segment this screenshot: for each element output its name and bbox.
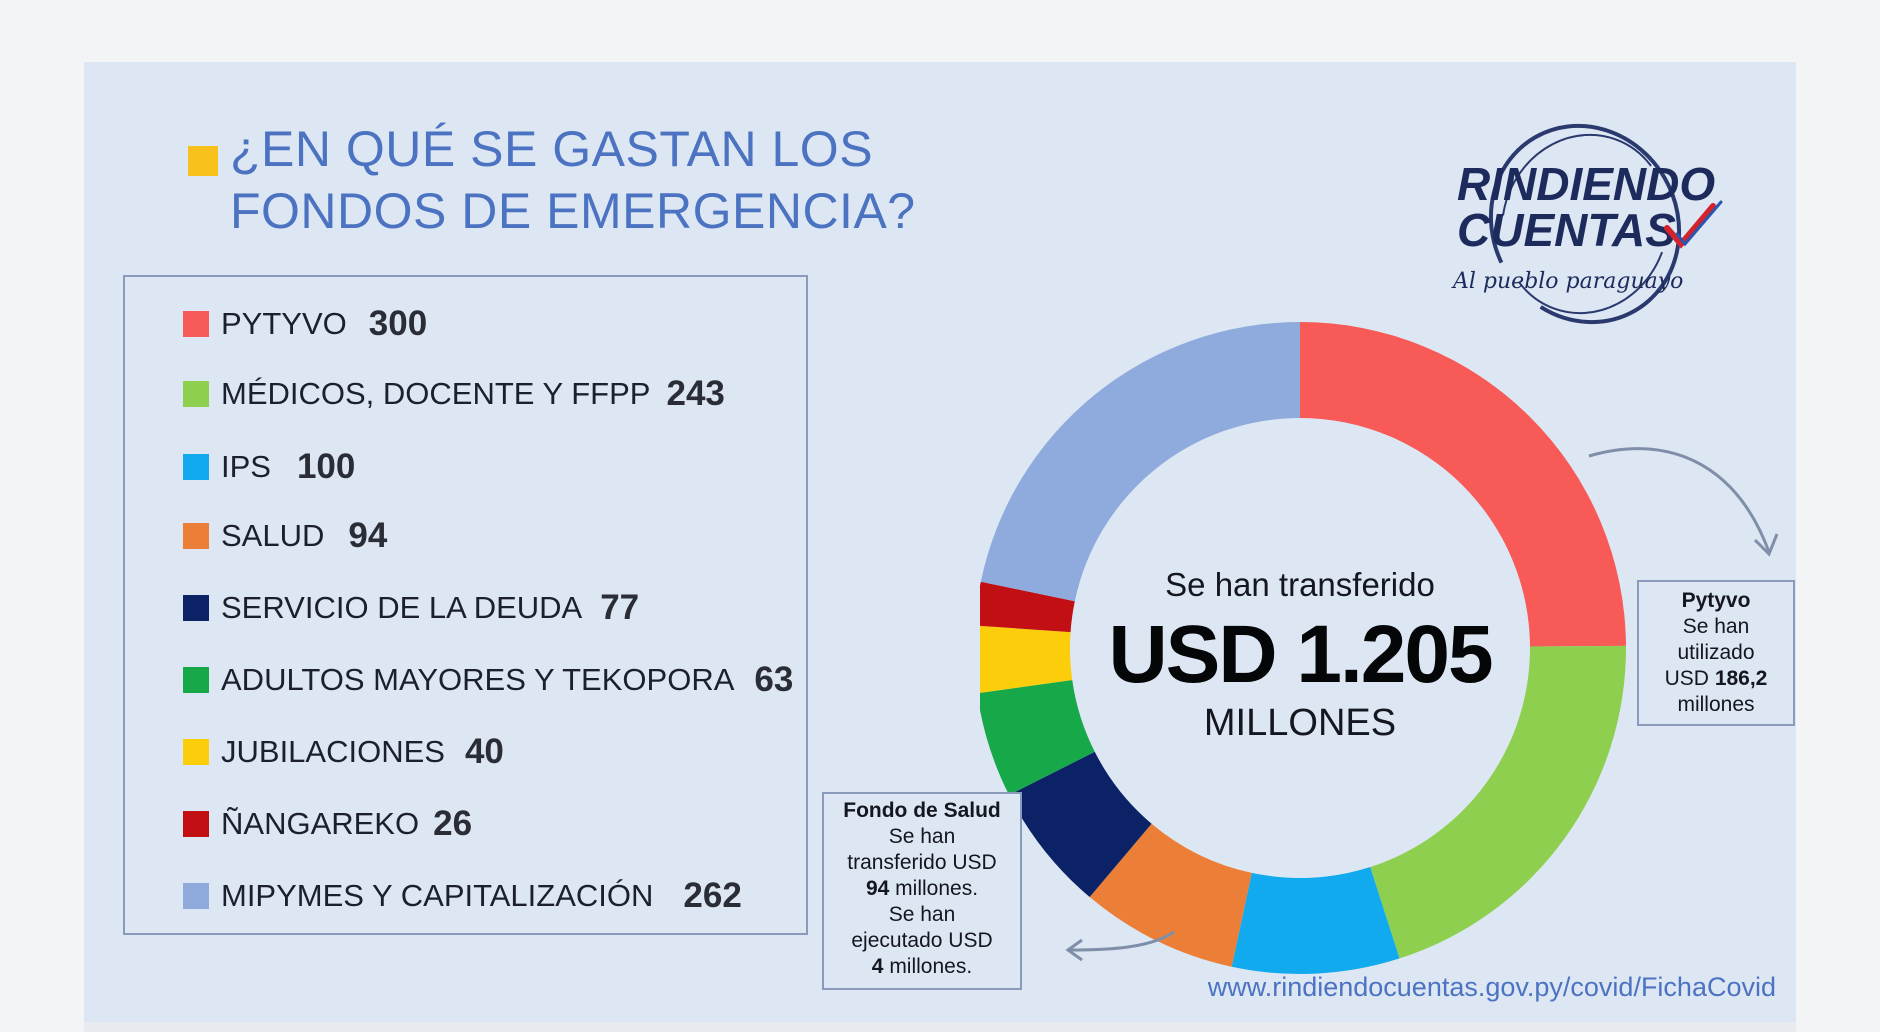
rindiendo-cuentas-logo: RINDIENDO CUENTAS Al pueblo paraguayo <box>1451 123 1723 325</box>
salud-note-line3: millones. <box>889 877 979 900</box>
legend-value: 300 <box>368 304 428 343</box>
pytyvo-note-usd: USD <box>1664 667 1715 690</box>
salud-note-title: Fondo de Salud <box>843 799 1001 822</box>
salud-note-executed: 4 <box>871 955 884 978</box>
check-accent-icon <box>1675 200 1723 247</box>
legend-swatch <box>183 311 209 337</box>
title-line-1: ¿EN QUÉ SE GASTAN LOS <box>230 121 874 177</box>
legend-label: IPS <box>221 449 271 484</box>
donut-slice <box>980 625 1073 693</box>
donut-slice <box>1089 823 1252 967</box>
legend-value: 243 <box>666 374 725 413</box>
title-bullet-icon <box>188 146 218 176</box>
legend-value: 94 <box>348 516 388 555</box>
logo-tagline: Al pueblo paraguayo <box>1451 269 1683 294</box>
legend-value: 63 <box>754 660 794 699</box>
pytyvo-note-line4: millones <box>1677 693 1755 716</box>
salud-note-line5: ejecutado USD <box>851 929 993 952</box>
pytyvo-note: Pytyvo Se han utilizado USD 186,2 millon… <box>1637 580 1795 726</box>
legend-swatch <box>183 523 209 549</box>
pytyvo-note-line2: utilizado <box>1677 641 1755 664</box>
pytyvo-note-title: Pytyvo <box>1681 589 1751 612</box>
salud-note-line2: transferido USD <box>847 851 997 874</box>
arrow-to-salud-icon <box>1065 930 1175 962</box>
legend-item: ÑANGAREKO 26 <box>183 804 472 844</box>
salud-note-line4: Se han <box>888 903 956 926</box>
salud-note-transferred: 94 <box>865 877 890 900</box>
legend-swatch <box>183 454 209 480</box>
legend-label: PYTYVO <box>221 306 347 341</box>
salud-note-line6: millones. <box>883 955 973 978</box>
legend-swatch <box>183 811 209 837</box>
legend-box <box>123 275 808 935</box>
legend-swatch <box>183 595 209 621</box>
legend-swatch <box>183 381 209 407</box>
legend-item: JUBILACIONES 40 <box>183 732 504 772</box>
legend-item: ADULTOS MAYORES Y TEKOPORA 63 <box>183 660 793 700</box>
legend-value: 26 <box>433 804 473 843</box>
center-total: USD 1.205 <box>1108 609 1493 700</box>
legend-item: SERVICIO DE LA DEUDA 77 <box>183 588 639 628</box>
donut-chart <box>980 322 1626 974</box>
center-caption: Se han transferido <box>1165 566 1435 603</box>
legend-item: IPS 100 <box>183 447 355 487</box>
donut-slice <box>980 581 1075 633</box>
legend-value: 77 <box>600 588 640 627</box>
donut-slice <box>1009 751 1152 898</box>
legend-label: SALUD <box>221 518 325 553</box>
legend-label: JUBILACIONES <box>221 734 445 769</box>
arrow-to-pytyvo-icon <box>1588 447 1779 557</box>
legend-swatch <box>183 739 209 765</box>
donut-slice <box>1300 322 1626 647</box>
legend-swatch <box>183 883 209 909</box>
legend-value: 40 <box>464 732 504 771</box>
salud-note-line1: Se han <box>888 825 956 848</box>
legend-item: MÉDICOS, DOCENTE Y FFPP 243 <box>183 374 725 414</box>
donut-slice <box>1231 867 1400 974</box>
logo-line-1: RINDIENDO <box>1457 158 1715 210</box>
legend-value: 262 <box>683 876 742 915</box>
legend-label: ÑANGAREKO <box>221 806 420 841</box>
donut-slice <box>980 679 1095 796</box>
legend-label: ADULTOS MAYORES Y TEKOPORA <box>221 662 735 697</box>
fondo-salud-note: Fondo de Salud Se han transferido USD 94… <box>822 792 1022 990</box>
bottom-strip <box>84 1022 1796 1032</box>
legend-value: 100 <box>296 447 356 486</box>
donut-slice <box>980 322 1300 602</box>
donut-slice <box>1370 645 1626 959</box>
check-icon <box>1664 203 1716 249</box>
legend-label: MIPYMES Y CAPITALIZACIÓN <box>221 878 654 913</box>
center-unit: MILLONES <box>1203 702 1397 744</box>
legend-item: MIPYMES Y CAPITALIZACIÓN 262 <box>183 876 742 916</box>
legend-label: MÉDICOS, DOCENTE Y FFPP <box>221 376 651 411</box>
source-url-link[interactable]: www.rindiendocuentas.gov.py/covid/FichaC… <box>1207 972 1776 1002</box>
legend-item: PYTYVO 300 <box>183 304 427 344</box>
pytyvo-note-line1: Se han <box>1682 615 1750 638</box>
legend-item: SALUD 94 <box>183 516 387 556</box>
legend-label: SERVICIO DE LA DEUDA <box>221 590 583 625</box>
pytyvo-note-amount: 186,2 <box>1714 667 1768 690</box>
page-title: ¿EN QUÉ SE GASTAN LOS FONDOS DE EMERGENC… <box>230 118 990 242</box>
logo-line-2: CUENTAS <box>1457 204 1676 256</box>
legend-swatch <box>183 667 209 693</box>
title-line-2: FONDOS DE EMERGENCIA? <box>230 183 916 239</box>
